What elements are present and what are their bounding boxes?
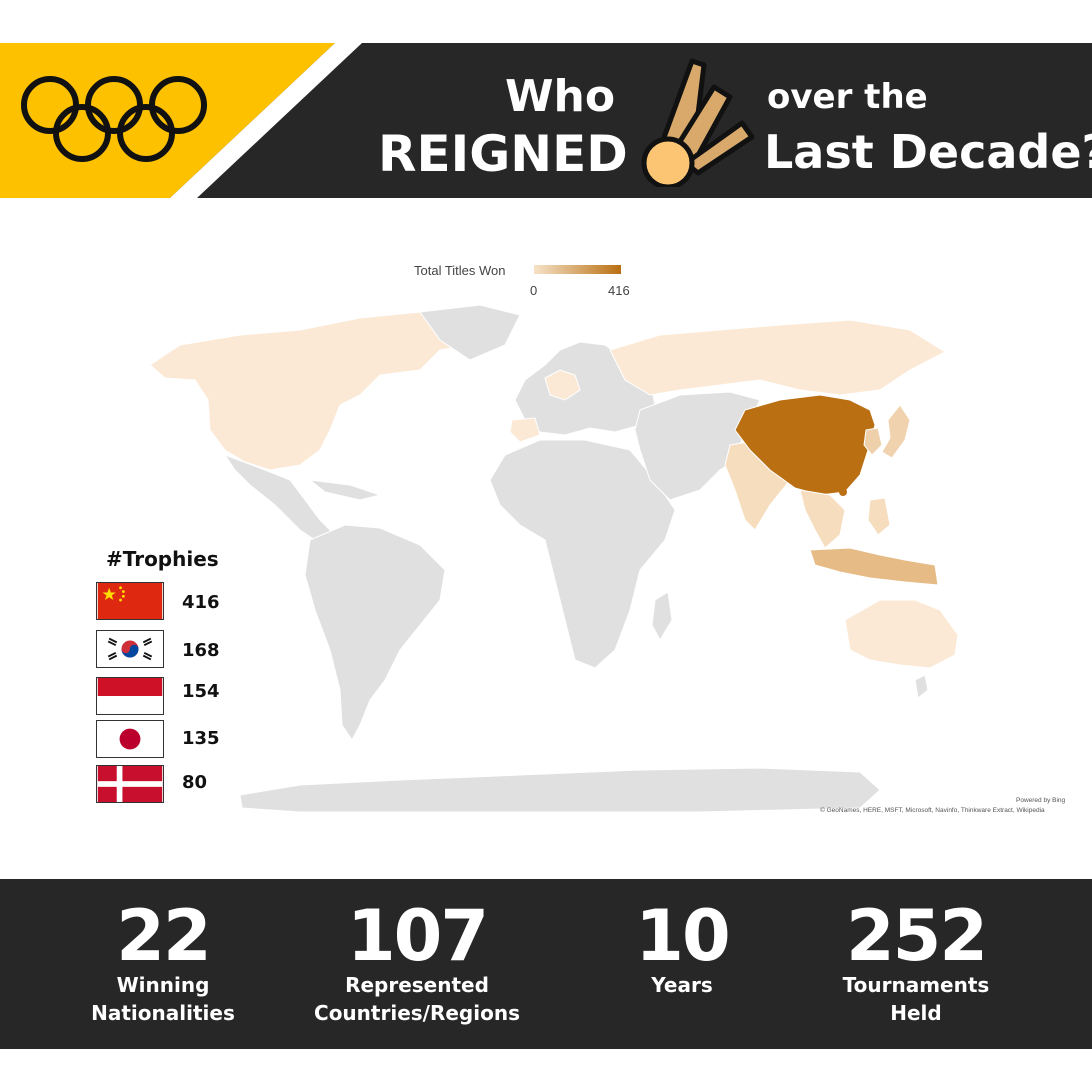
stat-winning-nationalities: 22 Winning Nationalities: [63, 879, 263, 1027]
scale-legend-label: Total Titles Won: [414, 263, 506, 278]
stat-label-line1: Years: [651, 973, 713, 997]
map-marker-taiwan: [839, 488, 847, 496]
map-region-greenland: [419, 304, 521, 361]
stat-value: 107: [346, 895, 489, 977]
stat-label-line1: Tournaments: [842, 973, 990, 997]
map-region-indonesia: [809, 547, 939, 586]
trophy-row-japan: 135: [96, 720, 236, 760]
stat-tournaments-held: 252 Tournaments Held: [816, 879, 1016, 1027]
header-banner: Who REIGNED over the Last Decade?: [0, 43, 1092, 198]
map-credit-sources: © GeoNames, HERE, MSFT, Microsoft, Navin…: [820, 807, 1045, 814]
trophy-count-south-korea: 168: [182, 640, 220, 661]
map-region-korea: [863, 427, 883, 456]
scale-min-value: 0: [530, 283, 538, 298]
map-region-new-zealand: [914, 674, 929, 699]
map-region-middle-east: [634, 391, 761, 501]
map-region-denmark-uk: [544, 369, 581, 401]
trophy-row-china: 416: [96, 582, 236, 622]
map-region-south-america: [304, 524, 446, 741]
map-region-caribbean: [308, 479, 382, 501]
map-region-madagascar: [651, 591, 673, 642]
trophy-count-china: 416: [182, 592, 220, 613]
china-flag-icon: [96, 582, 164, 620]
trophy-count-indonesia: 154: [182, 681, 220, 702]
map-credit-powered: Powered by Bing: [1016, 797, 1066, 804]
scale-max-value: 416: [608, 283, 630, 298]
south-korea-flag-icon: [96, 630, 164, 668]
map-region-southeast-asia: [799, 489, 846, 549]
stat-value: 252: [845, 895, 988, 977]
map-region-antarctica: [239, 767, 881, 813]
olympic-rings-icon: [21, 76, 207, 162]
stat-label-line2: Countries/Regions: [314, 1001, 520, 1025]
world-map: [149, 304, 959, 813]
map-region-spain: [509, 417, 541, 443]
stat-value: 22: [116, 895, 211, 977]
title-over-the: over the: [767, 77, 928, 117]
trophies-title: #Trophies: [106, 547, 219, 571]
stat-represented-countries: 107 Represented Countries/Regions: [307, 879, 527, 1027]
map-region-australia: [844, 599, 959, 669]
stat-label-line2: Held: [890, 1001, 942, 1025]
stat-label-line2: Nationalities: [91, 1001, 235, 1025]
trophy-row-denmark: 80: [96, 765, 236, 805]
map-region-philippines: [867, 497, 891, 536]
trophy-row-indonesia: 154: [96, 677, 236, 717]
indonesia-flag-icon: [96, 677, 164, 715]
map-region-japan: [881, 404, 911, 459]
stat-value: 10: [635, 895, 730, 977]
stats-footer: 22 Winning Nationalities 107 Represented…: [0, 879, 1092, 1049]
japan-flag-icon: [96, 720, 164, 758]
trophy-count-japan: 135: [182, 728, 220, 749]
trophy-row-south-korea: 168: [96, 630, 236, 670]
stat-label-line1: Represented: [345, 973, 489, 997]
title-reigned: REIGNED: [378, 125, 628, 183]
trophy-count-denmark: 80: [182, 772, 208, 793]
map-region-north-america: [149, 311, 502, 471]
map-region-russia: [609, 319, 947, 396]
map-region-africa: [489, 439, 676, 669]
header-divider-stripe: [170, 43, 362, 198]
stat-years: 10 Years: [582, 879, 782, 999]
title-last-decade: Last Decade?: [764, 125, 1092, 179]
denmark-flag-icon: [96, 765, 164, 803]
map-region-china: [734, 394, 876, 496]
stat-label-line1: Winning: [116, 973, 210, 997]
scale-gradient-bar: [534, 265, 621, 274]
shuttlecock-icon: [641, 58, 755, 187]
title-who: Who: [505, 71, 616, 122]
